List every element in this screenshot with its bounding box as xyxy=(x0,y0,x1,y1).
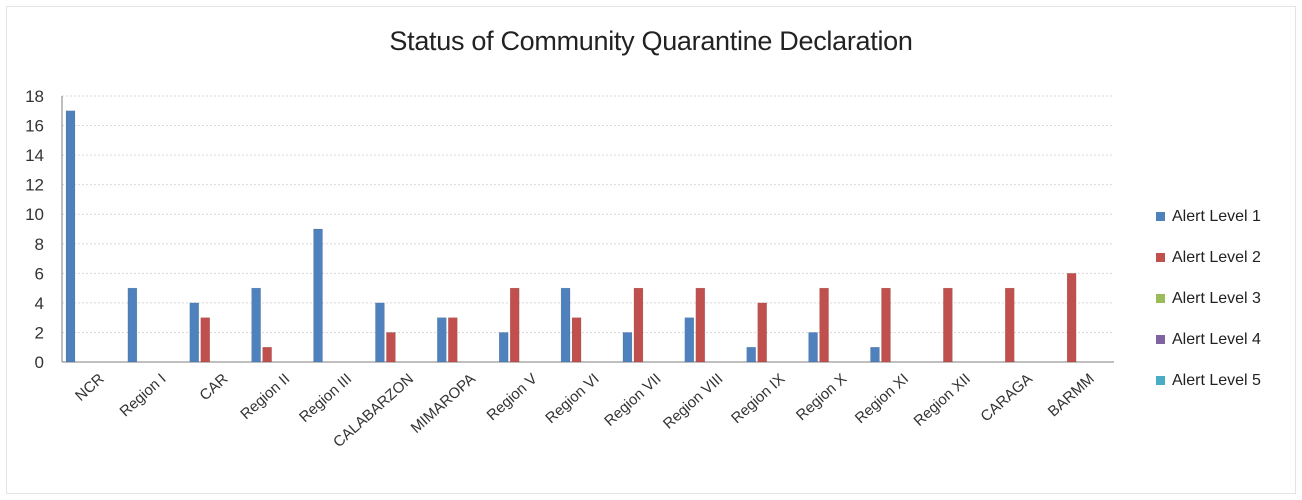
legend-item: Alert Level 5 xyxy=(1156,360,1261,401)
y-tick-label: 10 xyxy=(25,205,44,224)
x-tick-label: Region III xyxy=(296,370,355,426)
bar xyxy=(448,317,458,363)
x-tick-label: Region V xyxy=(484,370,541,424)
bar xyxy=(189,302,200,363)
legend-item: Alert Level 4 xyxy=(1156,319,1261,360)
bar xyxy=(870,346,880,363)
bar xyxy=(1004,287,1015,363)
bar xyxy=(808,332,818,363)
bar xyxy=(386,332,396,363)
y-tick-label: 6 xyxy=(35,264,44,283)
bar xyxy=(622,332,633,363)
bar xyxy=(437,317,447,363)
chart-frame xyxy=(6,6,1296,494)
legend-swatch xyxy=(1156,376,1165,385)
chart-legend: Alert Level 1 Alert Level 2 Alert Level 3 A… xyxy=(1156,196,1261,401)
x-tick-label: NCR xyxy=(72,370,108,404)
x-tick-label: Region XI xyxy=(852,370,912,427)
bar xyxy=(1066,273,1077,363)
bar xyxy=(375,302,385,363)
x-tick-label: CARAGA xyxy=(977,370,1035,425)
y-tick-label: 8 xyxy=(35,235,44,254)
bar xyxy=(943,287,953,363)
bar xyxy=(200,317,211,363)
bar xyxy=(498,332,509,363)
x-tick-label: Region XII xyxy=(911,370,974,430)
legend-swatch xyxy=(1156,335,1165,344)
y-tick-label: 12 xyxy=(25,176,44,195)
legend-item: Alert Level 3 xyxy=(1156,278,1261,319)
legend-swatch xyxy=(1156,212,1165,221)
legend-label: Alert Level 3 xyxy=(1172,289,1261,307)
y-tick-label: 18 xyxy=(25,87,44,106)
chart-title: Status of Community Quarantine Declarati… xyxy=(389,26,913,56)
x-tick-label: MIMAROPA xyxy=(408,370,479,437)
bar xyxy=(881,287,891,363)
x-tick-label: Region X xyxy=(793,370,850,424)
legend-swatch xyxy=(1156,253,1165,262)
legend-swatch xyxy=(1156,294,1165,303)
x-tick-label: Region VII xyxy=(601,370,664,430)
bar xyxy=(757,302,767,363)
legend-label: Alert Level 5 xyxy=(1172,371,1261,389)
y-tick-label: 16 xyxy=(25,117,44,136)
bar xyxy=(509,287,520,363)
legend-label: Alert Level 4 xyxy=(1172,330,1261,348)
bar xyxy=(746,346,756,363)
bar xyxy=(633,287,644,363)
x-tick-label: Region VIII xyxy=(660,370,727,432)
bar xyxy=(684,317,695,363)
y-tick-label: 2 xyxy=(35,323,44,342)
legend-item: Alert Level 1 xyxy=(1156,196,1261,237)
x-tick-label: Region IX xyxy=(728,370,788,427)
legend-label: Alert Level 1 xyxy=(1172,207,1261,225)
bar xyxy=(695,287,706,363)
y-tick-label: 0 xyxy=(35,353,44,372)
x-tick-label: CAR xyxy=(196,370,231,404)
x-tick-label: BARMM xyxy=(1045,370,1098,420)
bar xyxy=(251,287,261,363)
x-tick-label: Region II xyxy=(237,370,293,423)
bar xyxy=(65,110,76,363)
bar xyxy=(262,346,272,363)
legend-label: Alert Level 2 xyxy=(1172,248,1261,266)
x-tick-label: Region VI xyxy=(542,370,602,427)
bar xyxy=(313,228,323,363)
legend-item: Alert Level 2 xyxy=(1156,237,1261,278)
bar xyxy=(819,287,829,363)
y-tick-label: 14 xyxy=(25,146,44,165)
x-tick-label: Region I xyxy=(117,370,170,420)
y-tick-label: 4 xyxy=(35,294,44,313)
bar xyxy=(571,317,582,363)
bar xyxy=(127,287,138,363)
bar xyxy=(560,287,571,363)
